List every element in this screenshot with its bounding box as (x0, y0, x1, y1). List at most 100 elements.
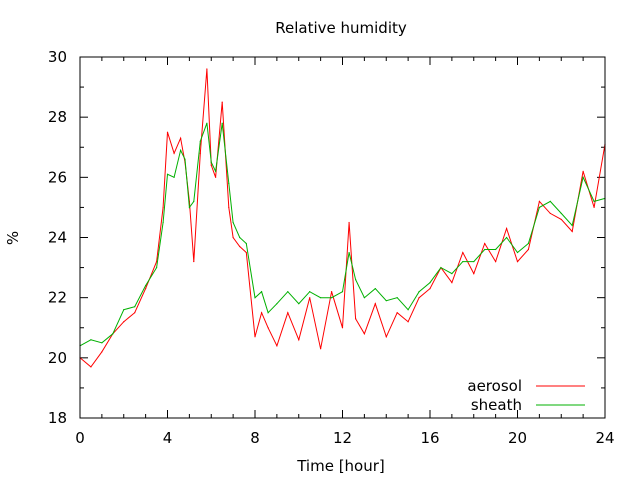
data-point-aerosol (206, 68, 208, 70)
data-point-aerosol (232, 236, 234, 239)
data-point-sheath (287, 291, 289, 293)
data-point-sheath (374, 288, 376, 290)
data-point-sheath (260, 291, 263, 293)
data-point-aerosol (374, 303, 376, 305)
data-point-aerosol (355, 318, 357, 320)
data-point-aerosol (145, 288, 147, 290)
plot-frame (79, 56, 606, 419)
y-tick-label: 20 (48, 349, 67, 367)
data-point-aerosol (549, 212, 551, 215)
axis-ticks (79, 56, 606, 419)
data-point-aerosol (484, 242, 486, 245)
x-axis-label: Time [hour] (296, 457, 385, 475)
data-point-sheath (173, 176, 175, 178)
data-point-sheath (239, 236, 241, 239)
y-axis-label: % (4, 231, 22, 245)
legend-label-aerosol: aerosol (467, 377, 522, 395)
data-point-sheath (505, 236, 508, 239)
data-point-aerosol (221, 101, 223, 103)
data-point-sheath (134, 306, 136, 308)
data-point-sheath (527, 242, 530, 245)
data-point-sheath (228, 182, 230, 184)
data-point-sheath (180, 149, 182, 151)
data-point-sheath (245, 242, 247, 245)
data-point-aerosol (215, 176, 217, 178)
data-point-aerosol (267, 327, 269, 329)
x-tick-label: 24 (595, 429, 614, 447)
data-point-aerosol (101, 351, 103, 353)
tick-labels: 0 4 8 12 16 20 24 18 20 22 24 26 28 30 (48, 48, 615, 447)
data-point-aerosol (429, 288, 431, 290)
x-tick-label: 0 (75, 429, 85, 447)
data-point-aerosol (593, 206, 595, 209)
data-point-sheath (440, 266, 442, 269)
data-point-aerosol (155, 260, 158, 263)
data-point-aerosol (451, 282, 453, 284)
data-point-sheath (145, 285, 147, 287)
data-point-aerosol (180, 137, 182, 139)
data-point-sheath (162, 221, 164, 224)
data-point-sheath (254, 297, 256, 299)
data-point-aerosol (538, 200, 540, 202)
data-point-aerosol (276, 345, 278, 347)
data-point-aerosol (287, 312, 289, 314)
data-point-sheath (155, 266, 158, 269)
y-tick-label: 30 (48, 48, 67, 66)
data-point-aerosol (560, 218, 562, 221)
series-group (79, 68, 606, 368)
data-point-aerosol (210, 164, 212, 166)
data-point-sheath (298, 303, 300, 305)
data-point-sheath (320, 297, 322, 299)
y-tick-label: 24 (48, 229, 67, 247)
data-point-sheath (385, 300, 387, 302)
data-point-sheath (199, 140, 201, 142)
data-point-aerosol (90, 366, 92, 368)
data-point-aerosol (363, 333, 365, 335)
data-point-sheath (232, 221, 234, 224)
series-line-aerosol (79, 68, 606, 368)
data-point-aerosol (418, 297, 420, 299)
data-point-sheath (101, 342, 103, 344)
data-point-sheath (221, 122, 223, 124)
x-tick-label: 12 (333, 429, 352, 447)
data-point-sheath (462, 260, 464, 263)
data-point-aerosol (462, 251, 464, 254)
data-point-aerosol (385, 336, 387, 338)
data-point-aerosol (193, 260, 195, 263)
data-point-sheath (276, 303, 278, 305)
data-point-aerosol (582, 170, 584, 172)
data-point-sheath (451, 273, 453, 275)
data-point-sheath (215, 170, 217, 172)
data-point-aerosol (260, 312, 263, 314)
data-point-sheath (516, 251, 519, 254)
chart-title: Relative humidity (275, 19, 407, 37)
data-point-sheath (206, 122, 208, 124)
x-tick-label: 8 (250, 429, 260, 447)
data-point-sheath (484, 248, 486, 251)
data-point-aerosol (341, 327, 344, 329)
data-point-aerosol (320, 348, 322, 350)
data-point-aerosol (527, 248, 530, 251)
y-tick-label: 26 (48, 168, 67, 186)
data-point-aerosol (199, 152, 201, 154)
data-point-sheath (355, 279, 357, 281)
data-point-sheath (210, 161, 212, 163)
data-point-aerosol (396, 312, 398, 314)
data-point-aerosol (173, 152, 175, 154)
data-point-aerosol (407, 321, 409, 323)
data-point-sheath (582, 176, 584, 178)
data-point-aerosol (123, 321, 125, 323)
data-point-sheath (538, 206, 540, 209)
data-point-sheath (184, 158, 186, 160)
data-point-sheath (593, 200, 595, 202)
data-point-sheath (571, 224, 573, 227)
data-point-aerosol (239, 245, 241, 248)
data-point-aerosol (495, 260, 497, 263)
data-point-sheath (123, 309, 125, 311)
data-point-aerosol (330, 291, 333, 293)
x-tick-label: 16 (420, 429, 439, 447)
data-point-aerosol (228, 206, 230, 209)
data-point-sheath (166, 173, 169, 175)
data-point-sheath (348, 251, 350, 254)
